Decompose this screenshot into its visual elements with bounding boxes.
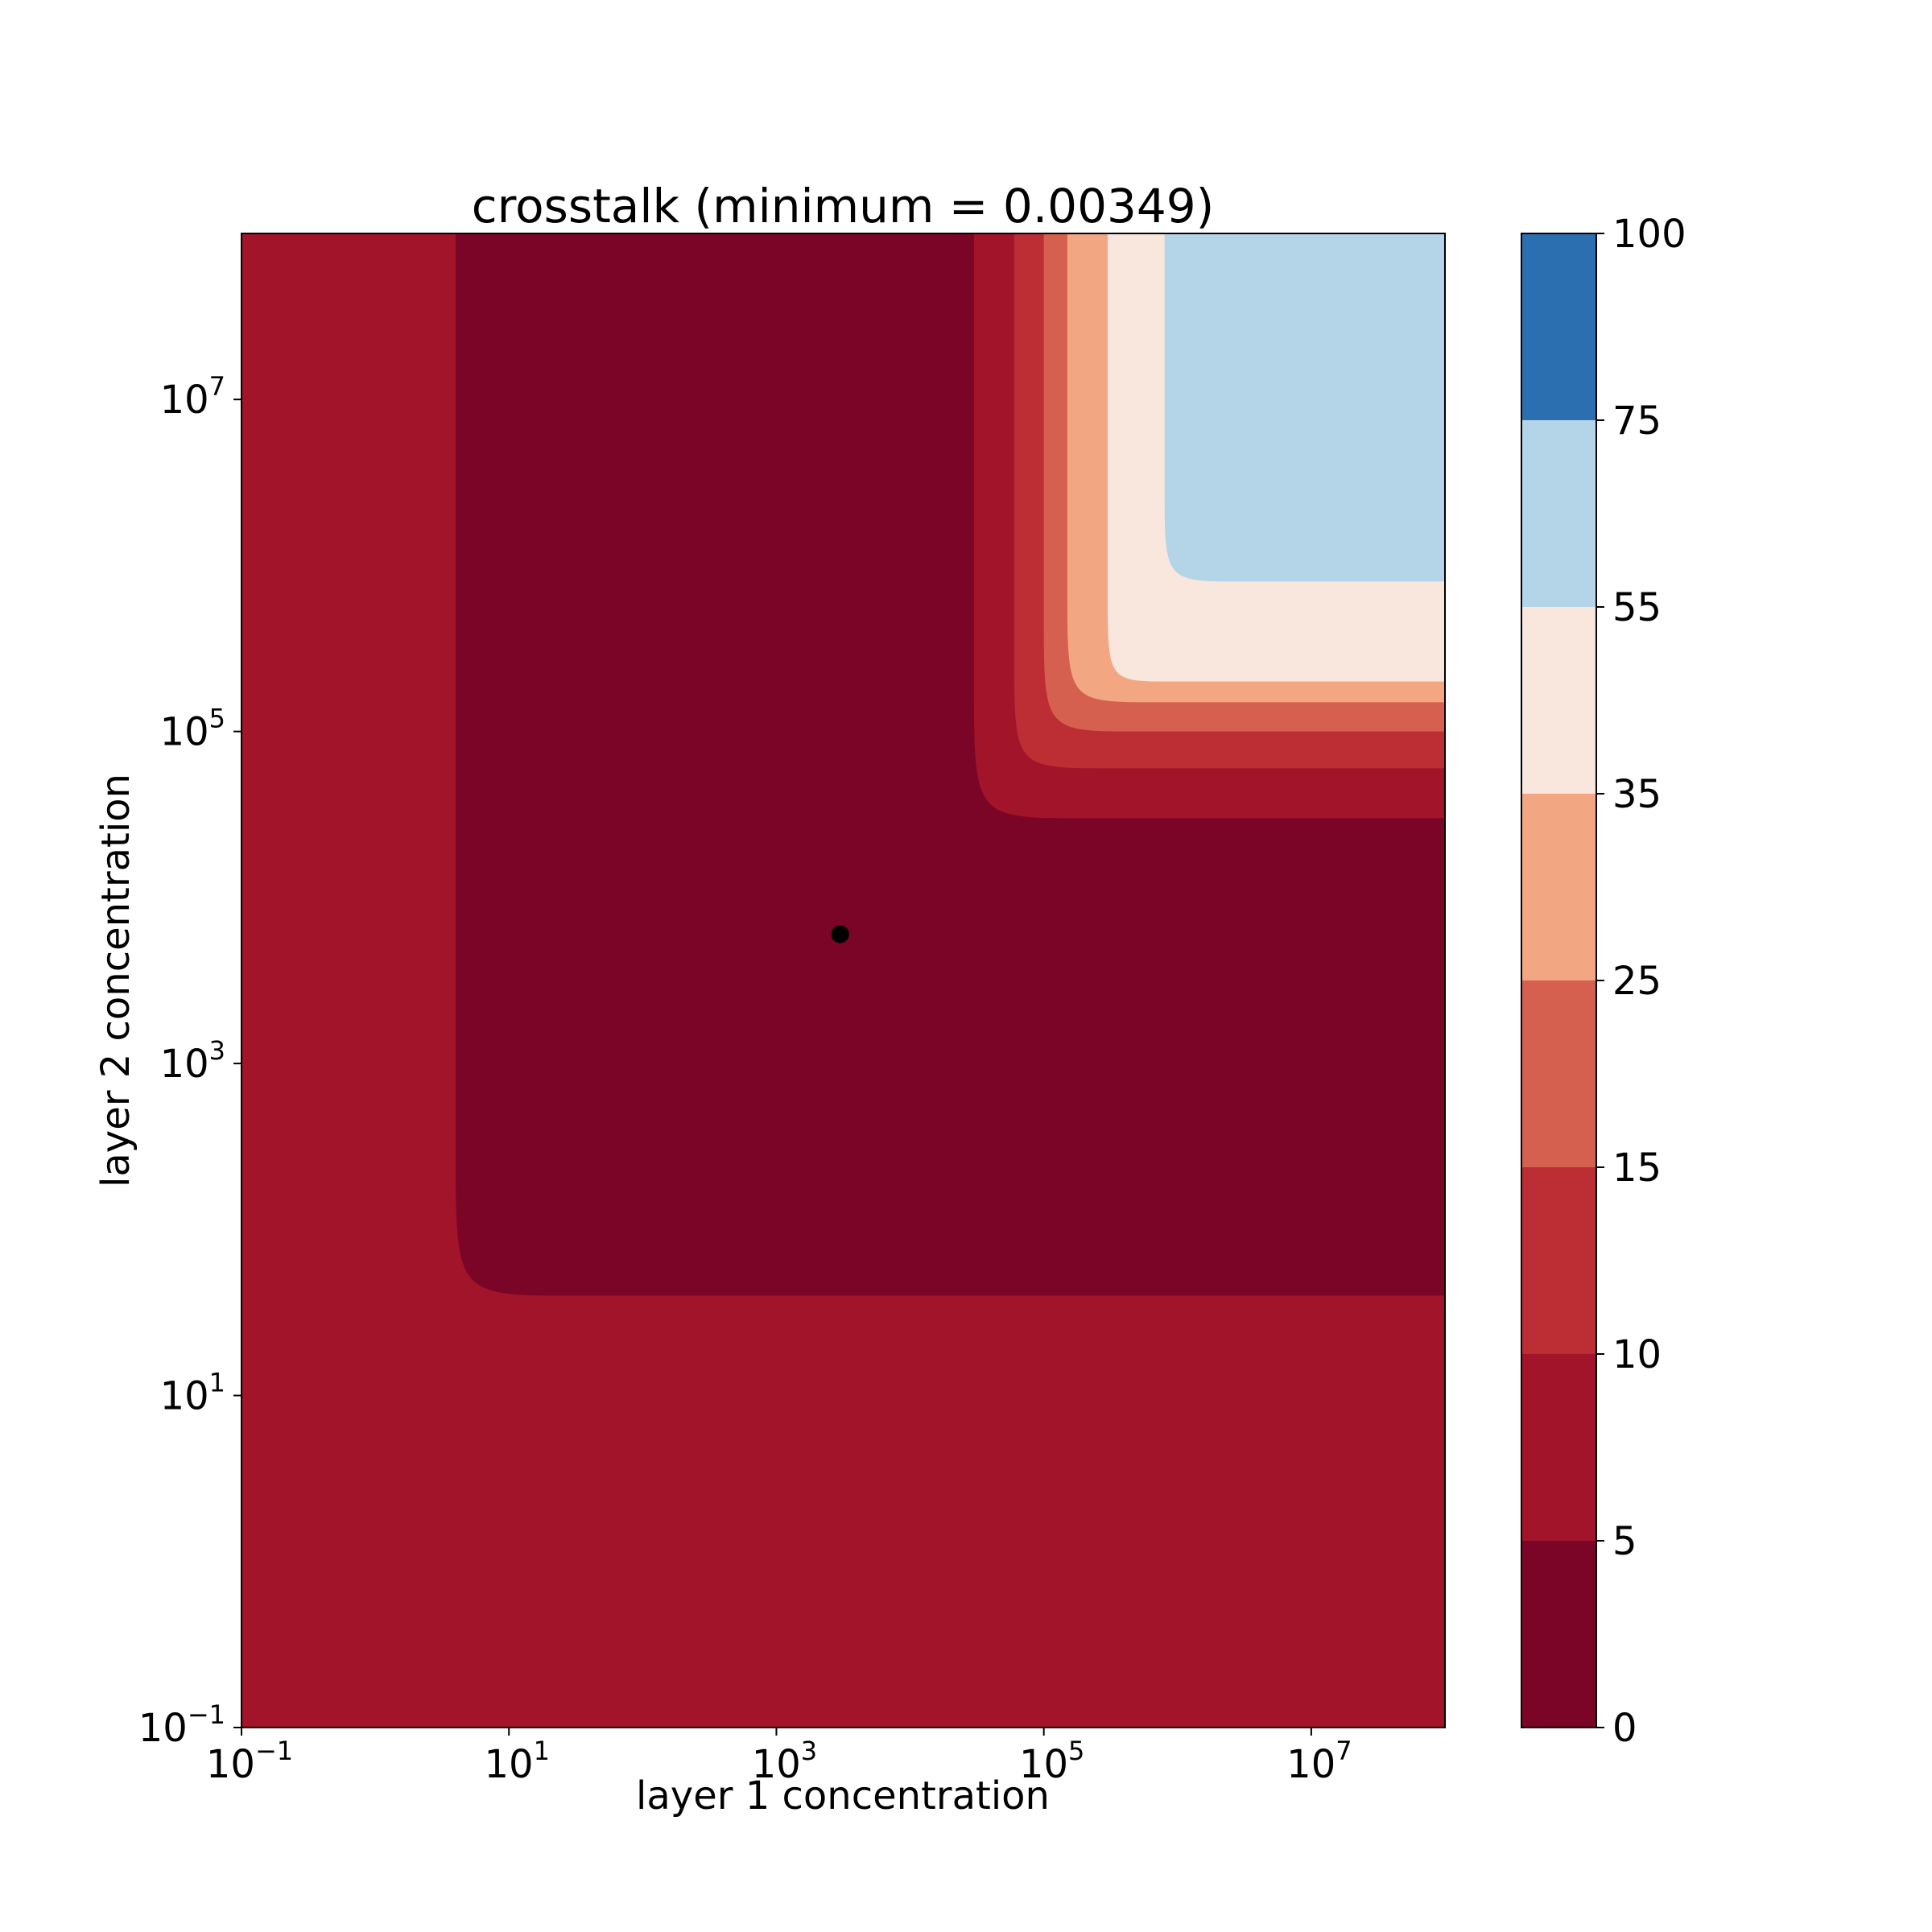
y-tick-label: 101 [160,1368,225,1419]
contour-region-6 [1164,233,1445,582]
colorbar-band [1521,233,1596,420]
y-tick-label: 105 [160,704,225,755]
colorbar-band [1521,607,1596,794]
contour-regions [456,233,1445,1296]
colorbar-tick-label: 5 [1612,1519,1637,1564]
x-axis-ticks: 10−1 101 103 105 107 [206,1728,1352,1787]
plot-area [242,233,1445,1728]
colorbar-ticks: 0 5 10 15 25 35 55 75 100 [1596,212,1686,1751]
y-tick-label: 103 [160,1035,225,1087]
y-axis-label: layer 2 concentration [93,774,138,1187]
x-tick-label: 10−1 [206,1736,293,1787]
plot-frame [241,233,1446,1728]
chart-title: crosstalk (minimum = 0.00349) [472,179,1215,233]
y-axis-ticks: 10−1 101 103 105 107 [138,371,242,1751]
colorbar-band [1521,1167,1596,1354]
colorbar-band [1521,1541,1596,1728]
colorbar-tick-label: 35 [1612,772,1662,817]
colorbar [1521,233,1596,1728]
colorbar-tick-label: 55 [1612,585,1662,630]
minimum-marker [831,925,849,943]
colorbar-tick-label: 25 [1612,959,1662,1004]
colorbar-band [1521,1354,1596,1541]
colorbar-tick-label: 15 [1612,1146,1662,1191]
y-tick-label: 107 [160,371,225,423]
y-tick-label: 10−1 [138,1699,225,1751]
colorbar-tick-label: 0 [1612,1706,1637,1751]
colorbar-tick-label: 100 [1612,212,1686,257]
x-tick-label: 105 [1019,1736,1084,1787]
x-tick-label: 103 [752,1736,817,1787]
colorbar-band [1521,980,1596,1167]
x-tick-label: 107 [1286,1736,1352,1787]
colorbar-band [1521,794,1596,980]
x-tick-label: 101 [485,1736,550,1787]
colorbar-tick-label: 10 [1612,1332,1662,1377]
colorbar-band [1521,420,1596,607]
x-axis-label: layer 1 concentration [636,1773,1050,1818]
colorbar-tick-label: 75 [1612,398,1662,444]
